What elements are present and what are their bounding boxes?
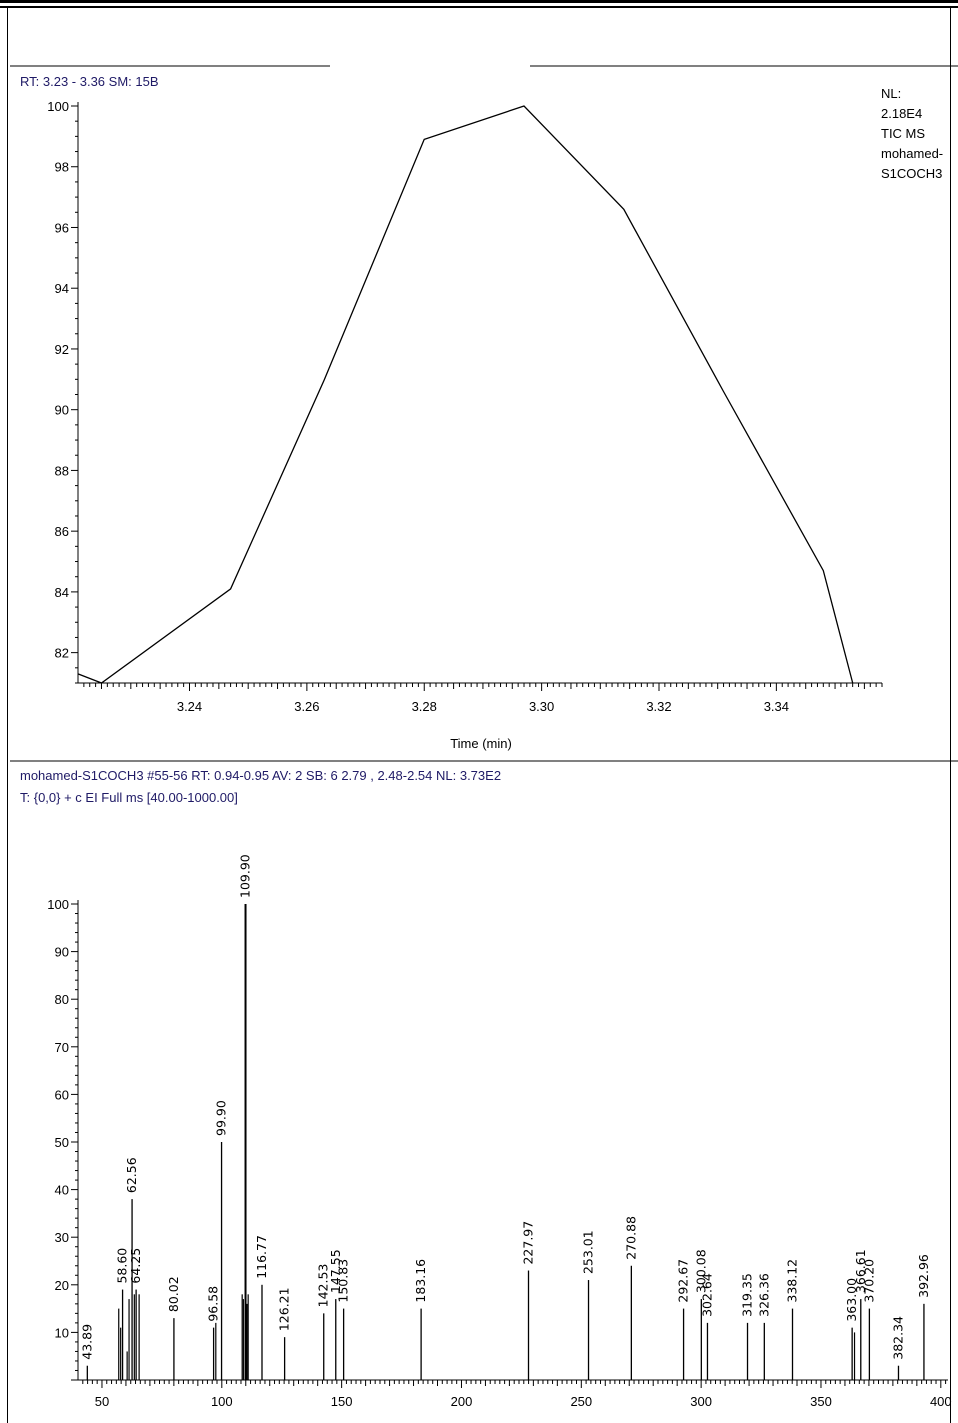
spectrum-x-tick-label: 400 bbox=[930, 1394, 952, 1409]
chromatogram-annotation-line: mohamed- bbox=[881, 146, 943, 161]
chromatogram-y-tick-label: 84 bbox=[55, 585, 69, 600]
chromatogram-annotation-line: 2.18E4 bbox=[881, 106, 922, 121]
chromatogram-annotation-line: TIC MS bbox=[881, 126, 925, 141]
spectrum-peak-label: 183.16 bbox=[413, 1259, 428, 1303]
spectrum-header-line1: mohamed-S1COCH3 #55-56 RT: 0.94-0.95 AV:… bbox=[20, 768, 501, 783]
spectrum-peak-label: 96.58 bbox=[206, 1286, 221, 1322]
chromatogram-x-tick-label: 3.30 bbox=[529, 699, 554, 714]
spectrum-y-tick-label: 80 bbox=[55, 992, 69, 1007]
spectrum-x-tick-label: 150 bbox=[331, 1394, 353, 1409]
spectrum-y-tick-label: 100 bbox=[47, 897, 69, 912]
chromatogram-y-tick-label: 100 bbox=[47, 99, 69, 114]
spectrum-peak-label: 150.83 bbox=[336, 1259, 351, 1303]
chromatogram-y-tick-label: 92 bbox=[55, 342, 69, 357]
spectrum-peak-label: 62.56 bbox=[124, 1157, 139, 1193]
chromatogram-annotation-line: S1COCH3 bbox=[881, 166, 942, 181]
chromatogram-y-tick-label: 90 bbox=[55, 403, 69, 418]
spectrum-peak-label: 116.77 bbox=[254, 1235, 269, 1279]
spectrum-peak-label: 302.64 bbox=[699, 1273, 714, 1317]
chromatogram-annotation: NL: 2.18E4 TIC MS mohamed- S1COCH3 bbox=[881, 86, 943, 181]
spectrum-x-tick-label: 50 bbox=[95, 1394, 109, 1409]
chromatogram-x-tick-label: 3.34 bbox=[764, 699, 789, 714]
spectrum-peak-label: 227.97 bbox=[521, 1221, 536, 1265]
spectrum-x-tick-label: 100 bbox=[211, 1394, 233, 1409]
spectrum-peak-label: 326.36 bbox=[756, 1273, 771, 1317]
chromatogram-annotation-line: NL: bbox=[881, 86, 901, 101]
chromatogram-x-tick-label: 3.28 bbox=[412, 699, 437, 714]
spectrum-peak-label: 64.25 bbox=[128, 1248, 143, 1284]
spectrum-y-tick-label: 20 bbox=[55, 1278, 69, 1293]
spectrum-peak-label: 253.01 bbox=[581, 1230, 596, 1274]
spectrum-y-tick-label: 10 bbox=[55, 1325, 69, 1340]
chromatogram-x-tick-label: 3.26 bbox=[294, 699, 319, 714]
spectrum-y-tick-label: 60 bbox=[55, 1087, 69, 1102]
chromatogram-y-tick-label: 86 bbox=[55, 524, 69, 539]
chromatogram-x-tick-label: 3.24 bbox=[177, 699, 202, 714]
spectrum-peak-label: 109.90 bbox=[238, 854, 253, 898]
spectrum-y-tick-label: 70 bbox=[55, 1040, 69, 1055]
mass-spectrum-plot: 10 20 30 40 50 60 70 80 90 100 50 100 150 200 250 300 35… bbox=[47, 854, 951, 1409]
spectrum-y-tick-label: 40 bbox=[55, 1183, 69, 1198]
spectrum-peak-label: 392.96 bbox=[916, 1254, 931, 1298]
spectrum-header-line2: T: {0,0} + c EI Full ms [40.00-1000.00] bbox=[20, 790, 238, 805]
chromatogram-x-tick-label: 3.32 bbox=[646, 699, 671, 714]
spectrum-peak-label: 382.34 bbox=[890, 1316, 905, 1360]
spectrum-peak-label: 319.35 bbox=[740, 1273, 755, 1317]
spectrum-y-tick-label: 50 bbox=[55, 1135, 69, 1150]
chromatogram-trace bbox=[78, 106, 853, 683]
chromatogram-y-tick-label: 98 bbox=[55, 160, 69, 175]
chromatogram-y-tick-label: 82 bbox=[55, 646, 69, 661]
chromatogram-y-tick-label: 94 bbox=[55, 281, 69, 296]
chromatogram-header: RT: 3.23 - 3.36 SM: 15B bbox=[20, 74, 159, 89]
spectrum-y-tick-label: 90 bbox=[55, 945, 69, 960]
spectrum-peak-label: 292.67 bbox=[676, 1259, 691, 1303]
spectrum-peak-label: 370.20 bbox=[861, 1259, 876, 1303]
spectrum-peak-label: 126.21 bbox=[277, 1287, 292, 1331]
spectrum-peak-label: 338.12 bbox=[785, 1259, 800, 1303]
chromatogram-plot: 82 84 86 88 90 92 94 96 98 100 3.24 3.26 3.28 3.30 3.3… bbox=[47, 99, 882, 714]
spectrum-x-tick-label: 200 bbox=[451, 1394, 473, 1409]
spectrum-x-tick-label: 250 bbox=[570, 1394, 592, 1409]
spectrum-x-tick-label: 350 bbox=[810, 1394, 832, 1409]
chromatogram-y-tick-label: 88 bbox=[55, 463, 69, 478]
spectrum-peak-label: 43.89 bbox=[79, 1324, 94, 1360]
chromatogram-y-tick-label: 96 bbox=[55, 220, 69, 235]
spectrum-peak-label: 99.90 bbox=[214, 1100, 229, 1136]
spectrum-x-tick-label: 300 bbox=[690, 1394, 712, 1409]
spectrum-peak-label: 270.88 bbox=[623, 1216, 638, 1260]
spectrum-y-tick-label: 30 bbox=[55, 1230, 69, 1245]
chromatogram-x-axis-label: Time (min) bbox=[450, 736, 512, 751]
spectrum-peak-label: 80.02 bbox=[166, 1276, 181, 1312]
